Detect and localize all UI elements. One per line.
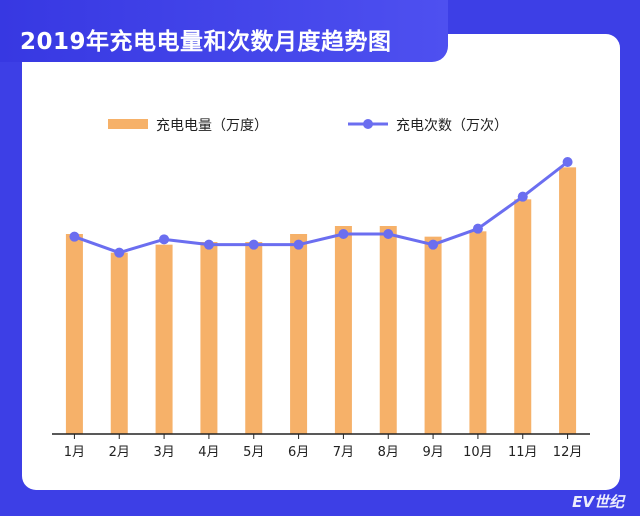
bar-12	[559, 167, 577, 435]
legend-bar-label: 充电电量（万度）	[156, 118, 268, 134]
line-series	[69, 157, 573, 258]
x-tick-label: 10月	[463, 445, 493, 460]
legend-bar-swatch	[108, 119, 148, 129]
line-point-10	[472, 223, 483, 234]
bar-5	[245, 242, 263, 434]
ev-century-logo: EV世纪	[572, 493, 624, 511]
line-point-8	[383, 229, 394, 239]
line-point-9	[428, 239, 439, 250]
bar-2	[110, 252, 128, 434]
legend: 充电电量（万度） 充电次数（万次）	[108, 118, 508, 134]
x-tick-label: 6月	[288, 445, 309, 460]
x-tick-label: 7月	[333, 445, 354, 460]
bar-10	[469, 231, 487, 434]
line-point-3	[159, 234, 170, 245]
line-point-7	[338, 229, 349, 239]
x-tick-label: 4月	[198, 445, 219, 460]
x-tick-label: 5月	[243, 445, 264, 460]
line-point-2	[114, 247, 125, 258]
bar-3	[155, 244, 173, 434]
bar-7	[334, 226, 352, 434]
bar-8	[379, 226, 397, 434]
legend-line-label: 充电次数（万次）	[396, 118, 508, 134]
x-tick-label: 2月	[109, 445, 130, 460]
chart-title: 2019年充电电量和次数月度趋势图	[20, 29, 392, 55]
x-tick-label: 1月	[64, 445, 85, 460]
legend-line-marker	[363, 119, 373, 129]
title-banner: 2019年充电电量和次数月度趋势图	[0, 0, 448, 62]
x-tick-label: 9月	[422, 445, 443, 460]
bar-9	[424, 236, 442, 434]
bar-6	[290, 234, 308, 434]
x-tick-label: 12月	[553, 445, 583, 460]
bar-1	[65, 234, 83, 434]
line-point-6	[293, 239, 304, 250]
x-tick-label: 8月	[378, 445, 399, 460]
line-point-1	[69, 231, 80, 242]
bar-11	[514, 199, 532, 434]
line-point-4	[203, 239, 214, 250]
line-point-11	[517, 191, 528, 202]
bar-4	[200, 242, 218, 434]
line-path	[73, 160, 569, 255]
x-tick-label: 3月	[153, 445, 174, 460]
line-point-5	[248, 239, 259, 250]
x-tick-label: 11月	[508, 445, 538, 460]
x-axis-ticks: 1月 2月 3月 4月 5月 6月 7月 8月 9月 10月 11月 12月	[64, 434, 583, 460]
bar-series	[65, 167, 577, 435]
line-point-12	[562, 157, 573, 167]
